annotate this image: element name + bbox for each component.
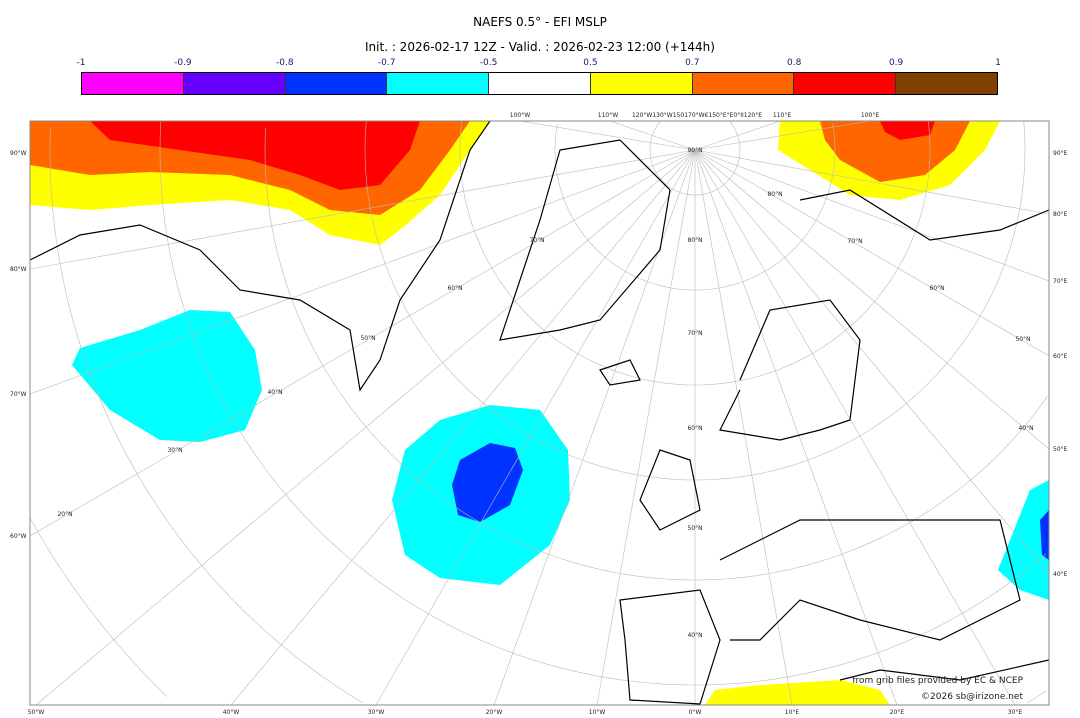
axis-label-interior: 60°N <box>929 285 944 292</box>
axis-label-bottom: 50°W <box>28 709 45 716</box>
axis-label-right: 60°E <box>1053 353 1068 360</box>
colorbar-segment <box>82 73 184 94</box>
axis-label-interior: 80°N <box>687 237 702 244</box>
axis-label-interior: 40°N <box>1018 425 1033 432</box>
colorbar-segment <box>692 73 795 94</box>
latitude-circle <box>1027 690 1047 704</box>
efi-region-low <box>1040 510 1049 560</box>
efi-region-low <box>72 310 262 442</box>
axis-label-interior: 40°N <box>687 632 702 639</box>
graticule <box>30 121 1049 705</box>
colorbar-segment <box>489 73 591 94</box>
axis-label-interior: 70°N <box>529 237 544 244</box>
latitude-circle <box>264 127 1048 581</box>
axis-label-top: 110°E <box>773 112 791 119</box>
axis-label-right: 40°E <box>1053 571 1068 578</box>
colorbar-tick-label: -1 <box>76 58 86 68</box>
copyright: ©2026 sb@irizone.net <box>921 692 1023 702</box>
efi-region-low <box>998 480 1049 600</box>
coastlines <box>30 121 1049 705</box>
axis-label-right: 90°E <box>1053 150 1068 157</box>
axis-label-top: 100°W <box>510 112 530 119</box>
data-source-credit: from grib files provided by EC & NCEP <box>852 676 1023 686</box>
colorbar-tick-label: -0.7 <box>377 58 396 68</box>
axis-label-right: 80°E <box>1053 211 1068 218</box>
colorbar-tick-label: -0.8 <box>275 58 294 68</box>
axis-label-interior: 80°N <box>767 191 782 198</box>
axis-label-bottom: 20°E <box>890 709 905 716</box>
colorbar-tick-label: 0.7 <box>685 58 700 68</box>
axis-label-interior: 20°N <box>57 511 72 518</box>
colorbar-tick-label: -0.5 <box>479 58 498 68</box>
axis-label-interior: 70°N <box>687 330 702 337</box>
axis-label-bottom: 30°W <box>368 709 385 716</box>
colorbar-tick-label: 0.5 <box>583 58 598 68</box>
axis-label-top: 110°W <box>598 112 618 119</box>
axis-label-interior: 60°N <box>687 425 702 432</box>
latitude-circle <box>554 123 836 291</box>
axis-label-interior: 70°N <box>847 238 862 245</box>
colorbar-segment <box>183 73 286 94</box>
colorbar <box>81 72 998 95</box>
axis-label-interior: 60°N <box>447 285 462 292</box>
axis-label-right: 70°E <box>1053 278 1068 285</box>
latitude-circle <box>832 123 836 150</box>
axis-label-interior: 50°N <box>360 335 375 342</box>
axis-label-left: 90°W <box>10 150 27 157</box>
axis-label-interior: 40°N <box>267 389 282 396</box>
latitude-circle <box>30 518 168 697</box>
map-frame <box>29 120 1050 706</box>
axis-label-top: 120°W130°W150170°W€150°E°E0°II120°E <box>632 112 762 119</box>
axis-label-bottom: 10°E <box>785 709 800 716</box>
latitude-circle <box>159 121 1047 686</box>
latitude-circle <box>49 127 363 704</box>
colorbar-segment <box>896 73 998 94</box>
map-title: NAEFS 0.5° - EFI MSLP <box>473 15 607 29</box>
colorbar-tick-label: 0.9 <box>888 58 904 68</box>
map-subtitle: Init. : 2026-02-17 12Z - Valid. : 2026-0… <box>365 40 715 54</box>
colorbar-segment <box>590 73 693 94</box>
colorbar-segment <box>285 73 388 94</box>
colorbar-tick-label: 1 <box>995 58 1001 68</box>
axis-label-left: 70°W <box>10 391 27 398</box>
latitude-circle <box>459 121 931 386</box>
axis-label-interior: 30°N <box>167 447 182 454</box>
efi-region-low <box>452 443 523 522</box>
latitude-circle <box>364 121 1026 481</box>
axis-label-interior: 90°N <box>687 147 702 154</box>
colorbar-segment <box>794 73 897 94</box>
axis-label-bottom: 30°E <box>1008 709 1023 716</box>
axis-label-bottom: 20°W <box>486 709 503 716</box>
efi-region-high <box>820 121 970 182</box>
efi-region-high <box>705 680 890 705</box>
latitude-circle <box>1023 121 1026 151</box>
axis-label-interior: 50°N <box>687 525 702 532</box>
latitude-circle <box>649 121 741 196</box>
axis-label-top: 100°E <box>861 112 879 119</box>
latitude-circle <box>927 121 931 150</box>
axis-label-right: 50°E <box>1053 446 1068 453</box>
colorbar-segment <box>387 73 490 94</box>
latitude-circle <box>729 121 741 150</box>
axis-label-interior: 50°N <box>1015 336 1030 343</box>
efi-region-high <box>90 121 420 190</box>
efi-region-high <box>880 121 935 140</box>
colorbar-tick-label: -0.9 <box>174 58 192 68</box>
axis-label-left: 80°W <box>10 266 27 273</box>
colorbar-tick-label: 0.8 <box>787 58 802 68</box>
axis-label-bottom: 10°W <box>589 709 606 716</box>
axis-label-bottom: 40°W <box>223 709 240 716</box>
axis-label-left: 60°W <box>10 533 27 540</box>
axis-label-bottom: 0°W <box>689 709 702 716</box>
